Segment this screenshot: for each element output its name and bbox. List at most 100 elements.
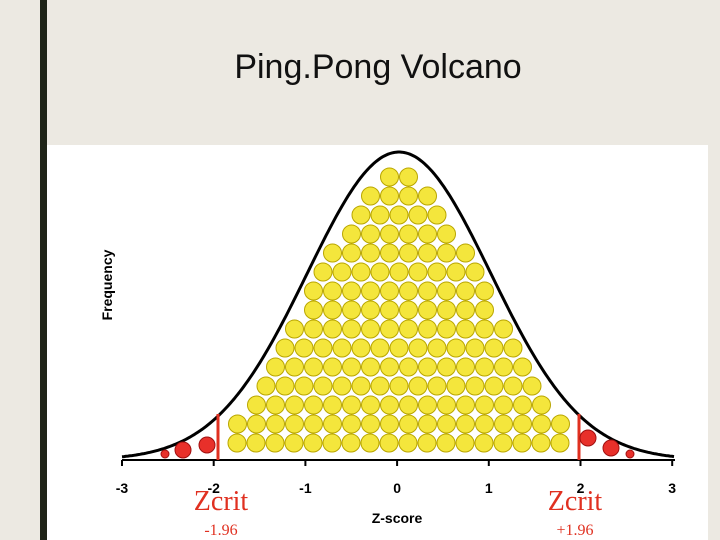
yellow-ball [503, 376, 523, 396]
yellow-ball [323, 395, 342, 415]
yellow-ball [246, 433, 266, 453]
yellow-ball [323, 357, 342, 377]
yellow-ball [475, 414, 494, 434]
yellow-ball [408, 376, 428, 396]
yellow-ball [418, 281, 437, 301]
yellow-ball [323, 281, 342, 301]
yellow-ball [380, 414, 399, 434]
yellow-ball [513, 414, 532, 434]
yellow-ball [304, 395, 323, 415]
yellow-ball [494, 395, 513, 415]
yellow-ball [399, 414, 418, 434]
yellow-ball [427, 338, 447, 358]
yellow-ball [361, 300, 380, 320]
yellow-ball [303, 433, 323, 453]
yellow-ball [436, 433, 456, 453]
red-ball [602, 439, 620, 457]
yellow-ball [247, 414, 266, 434]
yellow-ball [304, 357, 323, 377]
yellow-ball [408, 262, 428, 282]
yellow-ball [475, 281, 494, 301]
x-tick-label: -2 [207, 480, 220, 496]
yellow-ball [417, 433, 437, 453]
critical-label: Zcrit [194, 486, 249, 517]
yellow-ball [418, 224, 437, 244]
yellow-ball [285, 357, 304, 377]
yellow-ball [418, 300, 437, 320]
yellow-ball [408, 338, 428, 358]
yellow-ball [351, 205, 371, 225]
yellow-ball [484, 376, 504, 396]
yellow-ball [304, 281, 323, 301]
yellow-ball [455, 433, 475, 453]
yellow-ball [342, 224, 361, 244]
yellow-ball [456, 357, 475, 377]
yellow-ball [550, 433, 570, 453]
yellow-ball [304, 300, 323, 320]
yellow-ball [380, 243, 399, 263]
x-tick-label: 0 [393, 480, 401, 496]
yellow-ball [342, 243, 361, 263]
yellow-ball [475, 395, 494, 415]
yellow-ball [494, 357, 513, 377]
yellow-ball [284, 433, 304, 453]
yellow-ball [418, 357, 437, 377]
yellow-ball [437, 357, 456, 377]
yellow-ball [427, 205, 447, 225]
yellow-ball [256, 376, 276, 396]
y-axis-label: Frequency [99, 249, 115, 320]
side-bar [40, 0, 47, 540]
yellow-ball [227, 433, 247, 453]
yellow-ball [361, 319, 380, 339]
yellow-ball [379, 433, 399, 453]
yellow-ball [418, 186, 437, 206]
yellow-ball [380, 224, 399, 244]
yellow-ball [285, 395, 304, 415]
yellow-ball [361, 281, 380, 301]
yellow-ball [456, 243, 475, 263]
yellow-ball [322, 433, 342, 453]
yellow-ball [342, 300, 361, 320]
yellow-ball [456, 414, 475, 434]
yellow-ball [294, 376, 314, 396]
bell-curve [121, 150, 675, 459]
yellow-ball [285, 319, 304, 339]
yellow-ball [465, 376, 485, 396]
yellow-ball [456, 300, 475, 320]
yellow-ball [503, 338, 523, 358]
yellow-ball [399, 186, 418, 206]
yellow-ball [285, 414, 304, 434]
yellow-ball [475, 319, 494, 339]
yellow-ball [389, 205, 409, 225]
yellow-ball [437, 243, 456, 263]
critical-label: Zcrit [548, 486, 603, 517]
yellow-ball [513, 357, 532, 377]
yellow-ball [332, 262, 352, 282]
yellow-ball [380, 167, 399, 187]
yellow-ball [361, 224, 380, 244]
yellow-ball [399, 243, 418, 263]
yellow-ball [351, 262, 371, 282]
yellow-ball [342, 357, 361, 377]
yellow-ball [427, 262, 447, 282]
yellow-ball [323, 414, 342, 434]
yellow-ball [304, 319, 323, 339]
yellow-ball [361, 186, 380, 206]
yellow-ball [456, 281, 475, 301]
yellow-ball [380, 300, 399, 320]
yellow-ball [437, 414, 456, 434]
yellow-ball [399, 319, 418, 339]
yellow-ball [465, 338, 485, 358]
yellow-ball [304, 414, 323, 434]
x-tick-label: -3 [116, 480, 129, 496]
x-tick-label: 3 [668, 480, 676, 496]
yellow-ball [456, 395, 475, 415]
yellow-ball [380, 395, 399, 415]
yellow-ball [494, 319, 513, 339]
yellow-ball [389, 338, 409, 358]
yellow-ball [361, 395, 380, 415]
yellow-ball [399, 224, 418, 244]
yellow-ball [399, 357, 418, 377]
yellow-ball [418, 414, 437, 434]
